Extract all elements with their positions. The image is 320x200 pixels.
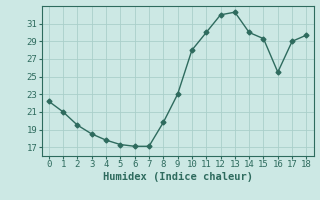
X-axis label: Humidex (Indice chaleur): Humidex (Indice chaleur) [103,172,252,182]
